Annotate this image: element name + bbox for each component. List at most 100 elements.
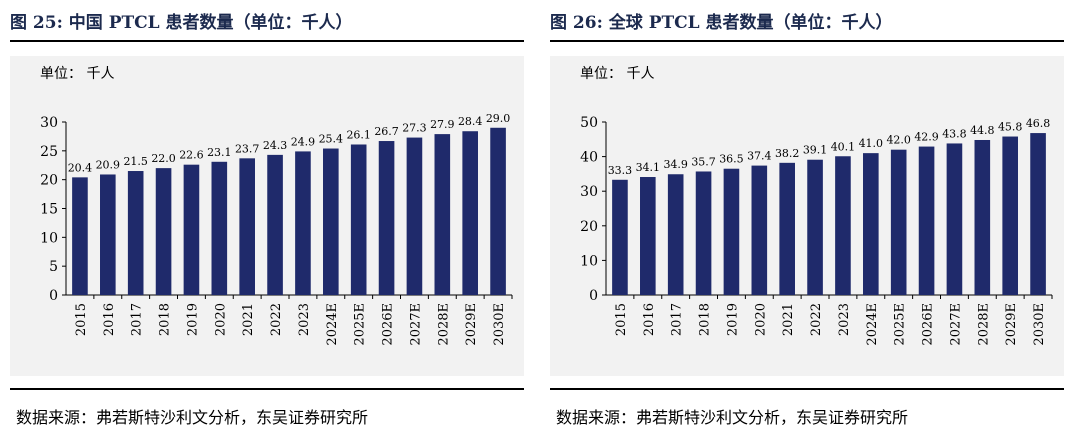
data-label: 27.3 bbox=[402, 122, 427, 135]
chart-area: 单位： 千人 0 5 10 15 20 25 30 20.4 2015 20.9 2016 21.5 2… bbox=[10, 56, 524, 376]
data-label: 45.8 bbox=[998, 121, 1023, 134]
x-tick-label: 2015 bbox=[614, 303, 629, 336]
bar bbox=[667, 174, 684, 295]
y-tick-label: 5 bbox=[49, 259, 58, 275]
data-label: 37.4 bbox=[747, 150, 772, 163]
x-tick-label: 2029E bbox=[464, 303, 479, 346]
bar bbox=[612, 179, 628, 295]
bar bbox=[1030, 133, 1046, 295]
x-tick-label: 2022 bbox=[269, 303, 284, 336]
bar bbox=[323, 148, 339, 295]
x-tick-label: 2030E bbox=[492, 303, 507, 346]
data-label: 41.0 bbox=[859, 137, 884, 150]
figure-title: 图 26: 全球 PTCL 患者数量（单位：千人） bbox=[550, 13, 893, 33]
data-label: 20.4 bbox=[68, 161, 93, 174]
source-note: 数据来源：弗若斯特沙利文分析，东吴证券研究所 bbox=[556, 408, 909, 427]
source-divider bbox=[550, 388, 1064, 390]
bar bbox=[946, 143, 963, 295]
bar bbox=[100, 174, 116, 295]
x-tick-label: 2020 bbox=[213, 303, 228, 336]
y-tick-label: 20 bbox=[40, 173, 58, 189]
data-label: 26.7 bbox=[374, 125, 399, 138]
source-divider bbox=[10, 388, 524, 390]
bar bbox=[1002, 136, 1018, 295]
x-tick-label: 2021 bbox=[241, 303, 256, 336]
x-tick-label: 2015 bbox=[74, 303, 89, 336]
x-tick-label: 2027E bbox=[948, 303, 963, 346]
data-label: 25.4 bbox=[319, 133, 344, 146]
bar bbox=[835, 156, 851, 295]
bar bbox=[779, 162, 795, 295]
bar bbox=[127, 171, 144, 295]
title-divider bbox=[10, 40, 524, 42]
data-label: 23.7 bbox=[235, 142, 260, 155]
bar bbox=[807, 159, 823, 295]
data-label: 22.0 bbox=[151, 152, 176, 165]
y-tick-label: 0 bbox=[589, 288, 598, 304]
x-tick-label: 2028E bbox=[976, 303, 991, 346]
data-label: 33.3 bbox=[608, 164, 633, 177]
x-tick-label: 2016 bbox=[102, 303, 117, 336]
y-tick-label: 15 bbox=[40, 202, 58, 218]
x-tick-label: 2025E bbox=[893, 303, 908, 346]
x-tick-label: 2019 bbox=[185, 303, 200, 336]
bar bbox=[974, 139, 991, 295]
data-label: 36.5 bbox=[719, 153, 744, 166]
data-label: 29.0 bbox=[486, 112, 511, 125]
x-tick-label: 2024E bbox=[325, 303, 340, 346]
unit-label: 单位： 千人 bbox=[40, 66, 115, 82]
bar bbox=[695, 171, 712, 295]
x-tick-label: 2017 bbox=[130, 303, 145, 336]
data-label: 46.8 bbox=[1026, 117, 1051, 130]
x-tick-label: 2023 bbox=[837, 303, 852, 336]
bar bbox=[918, 146, 935, 295]
x-tick-label: 2018 bbox=[698, 303, 713, 336]
data-label: 22.6 bbox=[179, 149, 204, 162]
bar bbox=[434, 134, 451, 295]
x-tick-label: 2017 bbox=[670, 303, 685, 336]
x-tick-label: 2030E bbox=[1032, 303, 1047, 346]
x-tick-label: 2029E bbox=[1004, 303, 1019, 346]
x-tick-label: 2016 bbox=[642, 303, 657, 336]
y-tick-label: 25 bbox=[40, 144, 58, 160]
y-tick-label: 30 bbox=[40, 115, 58, 131]
bar-chart: 0 5 10 15 20 25 30 20.4 2015 20.9 2016 21.5 2017 22.0… bbox=[40, 112, 513, 346]
bar bbox=[72, 177, 88, 295]
bar bbox=[863, 153, 879, 295]
bar-chart: 0 10 20 30 40 50 33.3 2015 34.1 2016 34.9 2017 35.7 2… bbox=[580, 115, 1053, 346]
data-label: 21.5 bbox=[123, 155, 148, 168]
data-label: 20.9 bbox=[96, 158, 121, 171]
y-tick-label: 0 bbox=[49, 288, 58, 304]
x-tick-label: 2018 bbox=[158, 303, 173, 336]
bar bbox=[723, 168, 740, 295]
x-tick-label: 2028E bbox=[436, 303, 451, 346]
data-label: 42.9 bbox=[914, 131, 939, 144]
x-tick-label: 2022 bbox=[809, 303, 824, 336]
bar bbox=[155, 168, 172, 295]
x-tick-label: 2021 bbox=[781, 303, 796, 336]
x-tick-label: 2024E bbox=[865, 303, 880, 346]
figure-panel-left: 图 25: 中国 PTCL 患者数量（单位：千人） 单位： 千人 0 5 10 15 2… bbox=[10, 0, 530, 438]
title-divider bbox=[550, 40, 1064, 42]
data-label: 34.1 bbox=[636, 161, 661, 174]
bar bbox=[462, 131, 478, 295]
data-label: 38.2 bbox=[775, 147, 800, 160]
y-tick-label: 50 bbox=[580, 115, 598, 131]
x-tick-label: 2019 bbox=[725, 303, 740, 336]
x-tick-label: 2027E bbox=[408, 303, 423, 346]
data-label: 35.7 bbox=[691, 155, 716, 168]
unit-label: 单位： 千人 bbox=[580, 66, 655, 82]
bar bbox=[183, 164, 200, 295]
bar bbox=[350, 144, 367, 295]
bar bbox=[640, 177, 656, 295]
bar bbox=[890, 149, 907, 295]
data-label: 28.4 bbox=[458, 115, 483, 128]
x-tick-label: 2026E bbox=[921, 303, 936, 346]
data-label: 43.8 bbox=[942, 127, 967, 140]
bar bbox=[406, 137, 423, 295]
bar bbox=[239, 158, 255, 295]
x-tick-label: 2025E bbox=[353, 303, 368, 346]
y-tick-label: 10 bbox=[40, 230, 58, 246]
y-tick-label: 20 bbox=[580, 219, 598, 235]
data-label: 34.9 bbox=[663, 158, 688, 171]
